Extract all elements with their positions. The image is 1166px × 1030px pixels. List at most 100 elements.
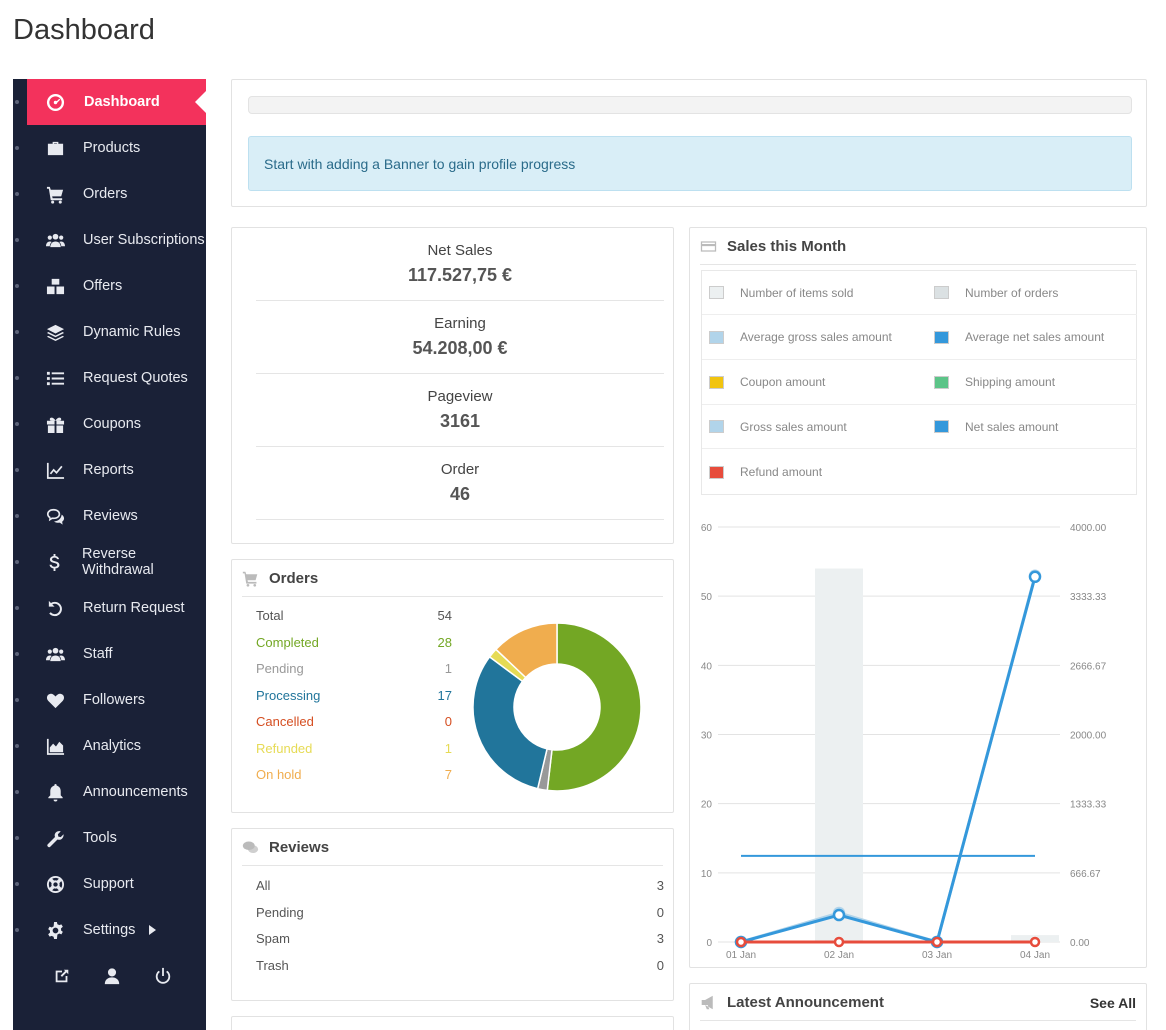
sidebar-footer xyxy=(13,954,206,998)
order-status-row[interactable]: On hold 7 xyxy=(256,767,452,782)
series-point[interactable] xyxy=(1029,936,1041,948)
series-point[interactable] xyxy=(735,936,747,948)
sidebar-item-offers[interactable]: Offers xyxy=(13,263,206,309)
sidebar-item-reviews[interactable]: Reviews xyxy=(13,493,206,539)
profile-progress-panel: Start with adding a Banner to gain profi… xyxy=(231,79,1147,207)
stat-value[interactable]: 117.527,75 € xyxy=(407,265,513,285)
review-status-label: Trash xyxy=(256,957,289,973)
sidebar-item-return-request[interactable]: Return Request xyxy=(13,585,206,631)
legend-item[interactable]: Average gross sales amount xyxy=(702,316,927,360)
review-status-label: Pending xyxy=(256,904,304,920)
series-line-net-sales-amount xyxy=(740,576,1037,944)
orders-donut-chart xyxy=(472,622,642,792)
progress-alert: Start with adding a Banner to gain profi… xyxy=(248,136,1132,191)
sidebar-item-label: Coupons xyxy=(83,416,142,432)
review-status-row[interactable]: Trash 0 xyxy=(256,958,664,973)
sidebar-item-reverse-withdrawal[interactable]: Reverse Withdrawal xyxy=(13,539,206,585)
sidebar-item-settings[interactable]: Settings xyxy=(13,907,206,953)
sidebar-item-analytics[interactable]: Analytics xyxy=(13,723,206,769)
legend-swatch xyxy=(934,375,949,389)
y-left-tick-label: 50 xyxy=(701,592,713,603)
y-right-tick-label: 2666.67 xyxy=(1070,661,1107,672)
tachometer-icon xyxy=(44,92,66,112)
cart-icon xyxy=(44,184,66,204)
dollar-icon xyxy=(44,552,65,572)
sidebar-item-coupons[interactable]: Coupons xyxy=(13,401,206,447)
list-icon xyxy=(44,368,66,388)
legend-item[interactable]: Net sales amount xyxy=(927,405,1137,450)
sidebar-item-reports[interactable]: Reports xyxy=(13,447,206,493)
users-icon xyxy=(44,644,66,664)
review-status-row[interactable]: Pending 0 xyxy=(256,905,664,920)
reviews-header: Reviews xyxy=(242,829,663,866)
series-point[interactable] xyxy=(833,936,845,948)
legend-item[interactable]: Shipping amount xyxy=(927,361,1137,405)
sidebar-menu: Dashboard Products Orders User Subscription… xyxy=(13,79,207,953)
extra-panel xyxy=(231,1016,674,1030)
sales-header: Sales this Month xyxy=(700,228,1136,265)
sidebar-item-products[interactable]: Products xyxy=(13,125,206,171)
y-right-tick-label: 4000.00 xyxy=(1070,523,1107,534)
latest-announcement-panel: Latest Announcement See All xyxy=(689,983,1147,1030)
order-status-label: Pending xyxy=(256,661,304,676)
order-status-row[interactable]: Pending 1 xyxy=(256,661,452,676)
review-status-count: 3 xyxy=(656,931,664,946)
legend-item[interactable]: Refund amount xyxy=(702,450,927,494)
power-icon[interactable] xyxy=(154,967,172,985)
sidebar-item-label: Followers xyxy=(83,692,146,708)
sidebar-item-label: Analytics xyxy=(83,738,142,754)
sidebar-item-announcements[interactable]: Announcements xyxy=(13,769,206,815)
review-status-row[interactable]: Spam 3 xyxy=(256,931,664,946)
sidebar-item-dashboard[interactable]: Dashboard xyxy=(15,79,207,125)
series-point[interactable] xyxy=(832,908,846,922)
external-link-icon[interactable] xyxy=(53,967,71,985)
legend-swatch xyxy=(709,375,724,389)
y-right-tick-label: 3333.33 xyxy=(1070,592,1107,603)
sidebar-item-support[interactable]: Support xyxy=(13,861,206,907)
y-left-tick-label: 30 xyxy=(701,731,713,742)
stat-value[interactable]: 3161 xyxy=(439,411,481,431)
stat-order: Order 46 xyxy=(256,447,664,520)
sidebar-item-staff[interactable]: Staff xyxy=(13,631,206,677)
user-icon[interactable] xyxy=(103,967,121,985)
donut-slice-completed[interactable] xyxy=(546,622,642,792)
legend-item[interactable]: Number of orders xyxy=(927,271,1137,315)
legend-item[interactable]: Number of items sold xyxy=(702,271,927,315)
sidebar-item-label: Dashboard xyxy=(84,94,160,110)
order-status-row[interactable]: Completed 28 xyxy=(256,635,452,650)
donut-slice-processing[interactable] xyxy=(472,655,548,790)
review-status-label: Spam xyxy=(256,931,290,946)
heart-icon xyxy=(44,690,66,710)
legend-label: Number of items sold xyxy=(740,285,854,300)
order-status-row[interactable]: Processing 17 xyxy=(256,688,452,703)
comments-icon xyxy=(44,506,66,526)
series-point[interactable] xyxy=(1028,570,1042,584)
sidebar-item-orders[interactable]: Orders xyxy=(13,171,206,217)
bar-items-sold[interactable] xyxy=(815,568,863,943)
order-status-row[interactable]: Refunded 1 xyxy=(256,741,452,756)
sidebar-item-label: Reviews xyxy=(83,508,138,524)
see-all-link[interactable]: See All xyxy=(1089,995,1136,1011)
series-point[interactable] xyxy=(931,936,943,948)
review-status-row[interactable]: All 3 xyxy=(256,878,664,893)
sidebar-item-request-quotes[interactable]: Request Quotes xyxy=(13,355,206,401)
donut-slice-on-hold[interactable] xyxy=(494,622,558,679)
stat-value[interactable]: 54.208,00 € xyxy=(412,338,508,358)
gear-icon xyxy=(44,920,66,940)
sidebar-item-followers[interactable]: Followers xyxy=(13,677,206,723)
legend-label: Net sales amount xyxy=(965,419,1059,434)
sidebar-item-label: Reports xyxy=(83,462,134,478)
order-status-count: 1 xyxy=(444,740,452,756)
sidebar-item-dynamic-rules[interactable]: Dynamic Rules xyxy=(13,309,206,355)
legend-item[interactable]: Coupon amount xyxy=(702,361,927,405)
sidebar-item-user-subscriptions[interactable]: User Subscriptions xyxy=(13,217,206,263)
review-status-count: 0 xyxy=(656,957,664,973)
series-line-gross-sales-amount xyxy=(740,575,1037,944)
legend-item[interactable]: Average net sales amount xyxy=(927,316,1137,360)
stat-value[interactable]: 46 xyxy=(449,484,471,504)
sidebar-item-tools[interactable]: Tools xyxy=(13,815,206,861)
order-status-row[interactable]: Cancelled 0 xyxy=(256,714,452,729)
order-status-row[interactable]: Total 54 xyxy=(256,608,452,623)
area-chart-icon xyxy=(44,736,66,756)
legend-item[interactable]: Gross sales amount xyxy=(702,405,927,450)
